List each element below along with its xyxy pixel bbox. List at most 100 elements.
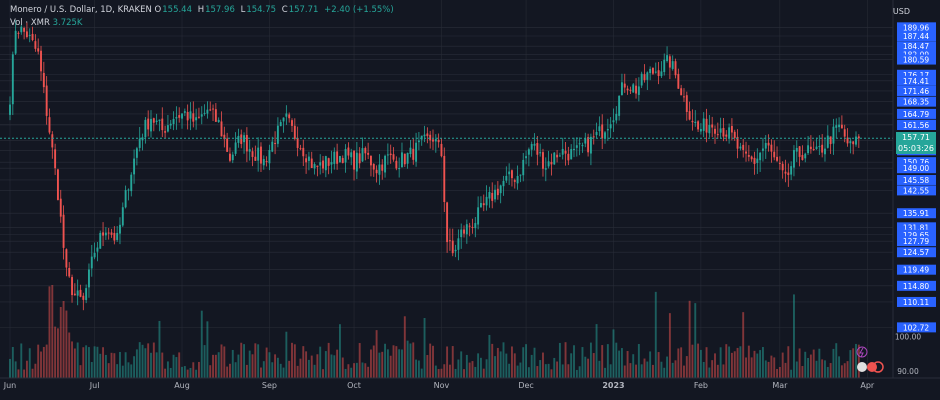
volume-bar bbox=[598, 360, 601, 378]
candle-body bbox=[719, 128, 722, 133]
candle-body bbox=[451, 240, 454, 254]
candle-body bbox=[229, 153, 231, 161]
volume-bar bbox=[99, 353, 102, 378]
candle-body bbox=[152, 118, 155, 123]
price-label: 176.17 bbox=[903, 71, 929, 80]
candle-body bbox=[539, 152, 542, 154]
candle-body bbox=[516, 176, 519, 184]
candle-body bbox=[336, 151, 339, 164]
price-label: 164.79 bbox=[903, 110, 929, 119]
volume-bar bbox=[209, 365, 212, 378]
volume-bar bbox=[513, 353, 516, 378]
volume-bar bbox=[652, 364, 654, 378]
candle-body bbox=[107, 232, 110, 234]
candle-body bbox=[319, 162, 322, 166]
volume-bar bbox=[152, 342, 155, 378]
candle-body bbox=[268, 150, 271, 164]
volume-bar bbox=[54, 326, 57, 378]
volume-bar bbox=[835, 343, 838, 378]
candle-body bbox=[575, 145, 578, 148]
volume-bar bbox=[158, 320, 161, 378]
candle-body bbox=[589, 136, 592, 154]
volume-bar bbox=[592, 353, 595, 378]
close-value: 157.71 bbox=[288, 5, 319, 15]
volume-bar bbox=[116, 364, 119, 378]
volume-bar bbox=[457, 359, 460, 378]
candle-body bbox=[209, 109, 212, 111]
candle-body bbox=[677, 73, 680, 89]
volume-bar bbox=[699, 349, 702, 378]
candle-body bbox=[508, 171, 511, 175]
currency-label[interactable]: USD bbox=[892, 7, 910, 16]
candle-body bbox=[652, 67, 654, 74]
event-icon-2[interactable] bbox=[872, 361, 884, 373]
volume-bar bbox=[609, 364, 612, 378]
volume-bar bbox=[434, 365, 437, 378]
candle-body bbox=[203, 112, 206, 114]
candle-body bbox=[778, 162, 781, 164]
candle-body bbox=[440, 143, 443, 157]
candle-body bbox=[381, 164, 384, 171]
volume-bar bbox=[767, 361, 770, 378]
price-label: 150.76 bbox=[903, 158, 929, 167]
price-label-box bbox=[897, 120, 936, 131]
volume-bar bbox=[350, 367, 353, 378]
volume-bar bbox=[299, 358, 302, 378]
price-label: 174.41 bbox=[903, 77, 929, 86]
candle-body bbox=[671, 61, 674, 69]
volume-bar bbox=[502, 342, 505, 378]
symbol-title[interactable]: Monero / U.S. Dollar, 1D, KRAKEN bbox=[10, 5, 152, 15]
volume-bar bbox=[643, 358, 646, 378]
volume-bar bbox=[104, 354, 107, 378]
volume-bar bbox=[573, 345, 575, 378]
volume-bar bbox=[135, 349, 138, 378]
volume-bar bbox=[793, 294, 795, 378]
volume-bar bbox=[372, 345, 375, 378]
candle-body bbox=[265, 161, 268, 163]
candle-body bbox=[417, 140, 420, 143]
candle-body bbox=[65, 249, 68, 268]
candle-body bbox=[384, 155, 387, 173]
volume-bar bbox=[333, 355, 336, 378]
candle-body bbox=[474, 223, 477, 229]
volume-bar bbox=[640, 364, 643, 378]
price-axis-labels: 189.96187.44184.47182.09180.59176.17174.… bbox=[895, 22, 936, 376]
open-key: O bbox=[154, 5, 162, 15]
lightning-icon[interactable] bbox=[856, 346, 868, 358]
volume-bar bbox=[17, 369, 20, 378]
us-flag-icon[interactable] bbox=[857, 362, 867, 372]
volume-bar bbox=[296, 365, 299, 378]
candle-body bbox=[42, 72, 45, 88]
volume-bar bbox=[358, 343, 361, 378]
volume-bar bbox=[316, 354, 319, 378]
volume-bar bbox=[181, 366, 183, 378]
volume-bar bbox=[88, 347, 90, 378]
volume-bar bbox=[530, 354, 533, 378]
candle-body bbox=[527, 149, 530, 155]
volume-bar bbox=[804, 351, 807, 378]
volume-bar bbox=[347, 364, 350, 378]
candle-body bbox=[578, 143, 581, 145]
candle-body bbox=[547, 161, 550, 167]
candle-body bbox=[592, 136, 595, 138]
candle-body bbox=[367, 152, 370, 155]
volume-bar bbox=[739, 346, 742, 378]
volume-bar bbox=[649, 351, 652, 378]
candle-body bbox=[226, 138, 229, 152]
candle-body bbox=[685, 95, 688, 112]
candle-body bbox=[620, 82, 623, 96]
candle-body bbox=[59, 198, 62, 217]
candle-body bbox=[20, 26, 23, 33]
candle-body bbox=[688, 111, 691, 120]
volume-bar bbox=[846, 361, 849, 378]
volume-bar bbox=[525, 344, 528, 378]
candle-body bbox=[542, 152, 544, 169]
price-label-box bbox=[897, 41, 936, 52]
candle-body bbox=[804, 153, 807, 159]
candle-body bbox=[643, 74, 646, 81]
volume-label[interactable]: Vol · XMR bbox=[10, 18, 50, 28]
candle-body bbox=[821, 144, 824, 153]
candle-body bbox=[448, 240, 451, 242]
candle-body bbox=[725, 134, 728, 137]
